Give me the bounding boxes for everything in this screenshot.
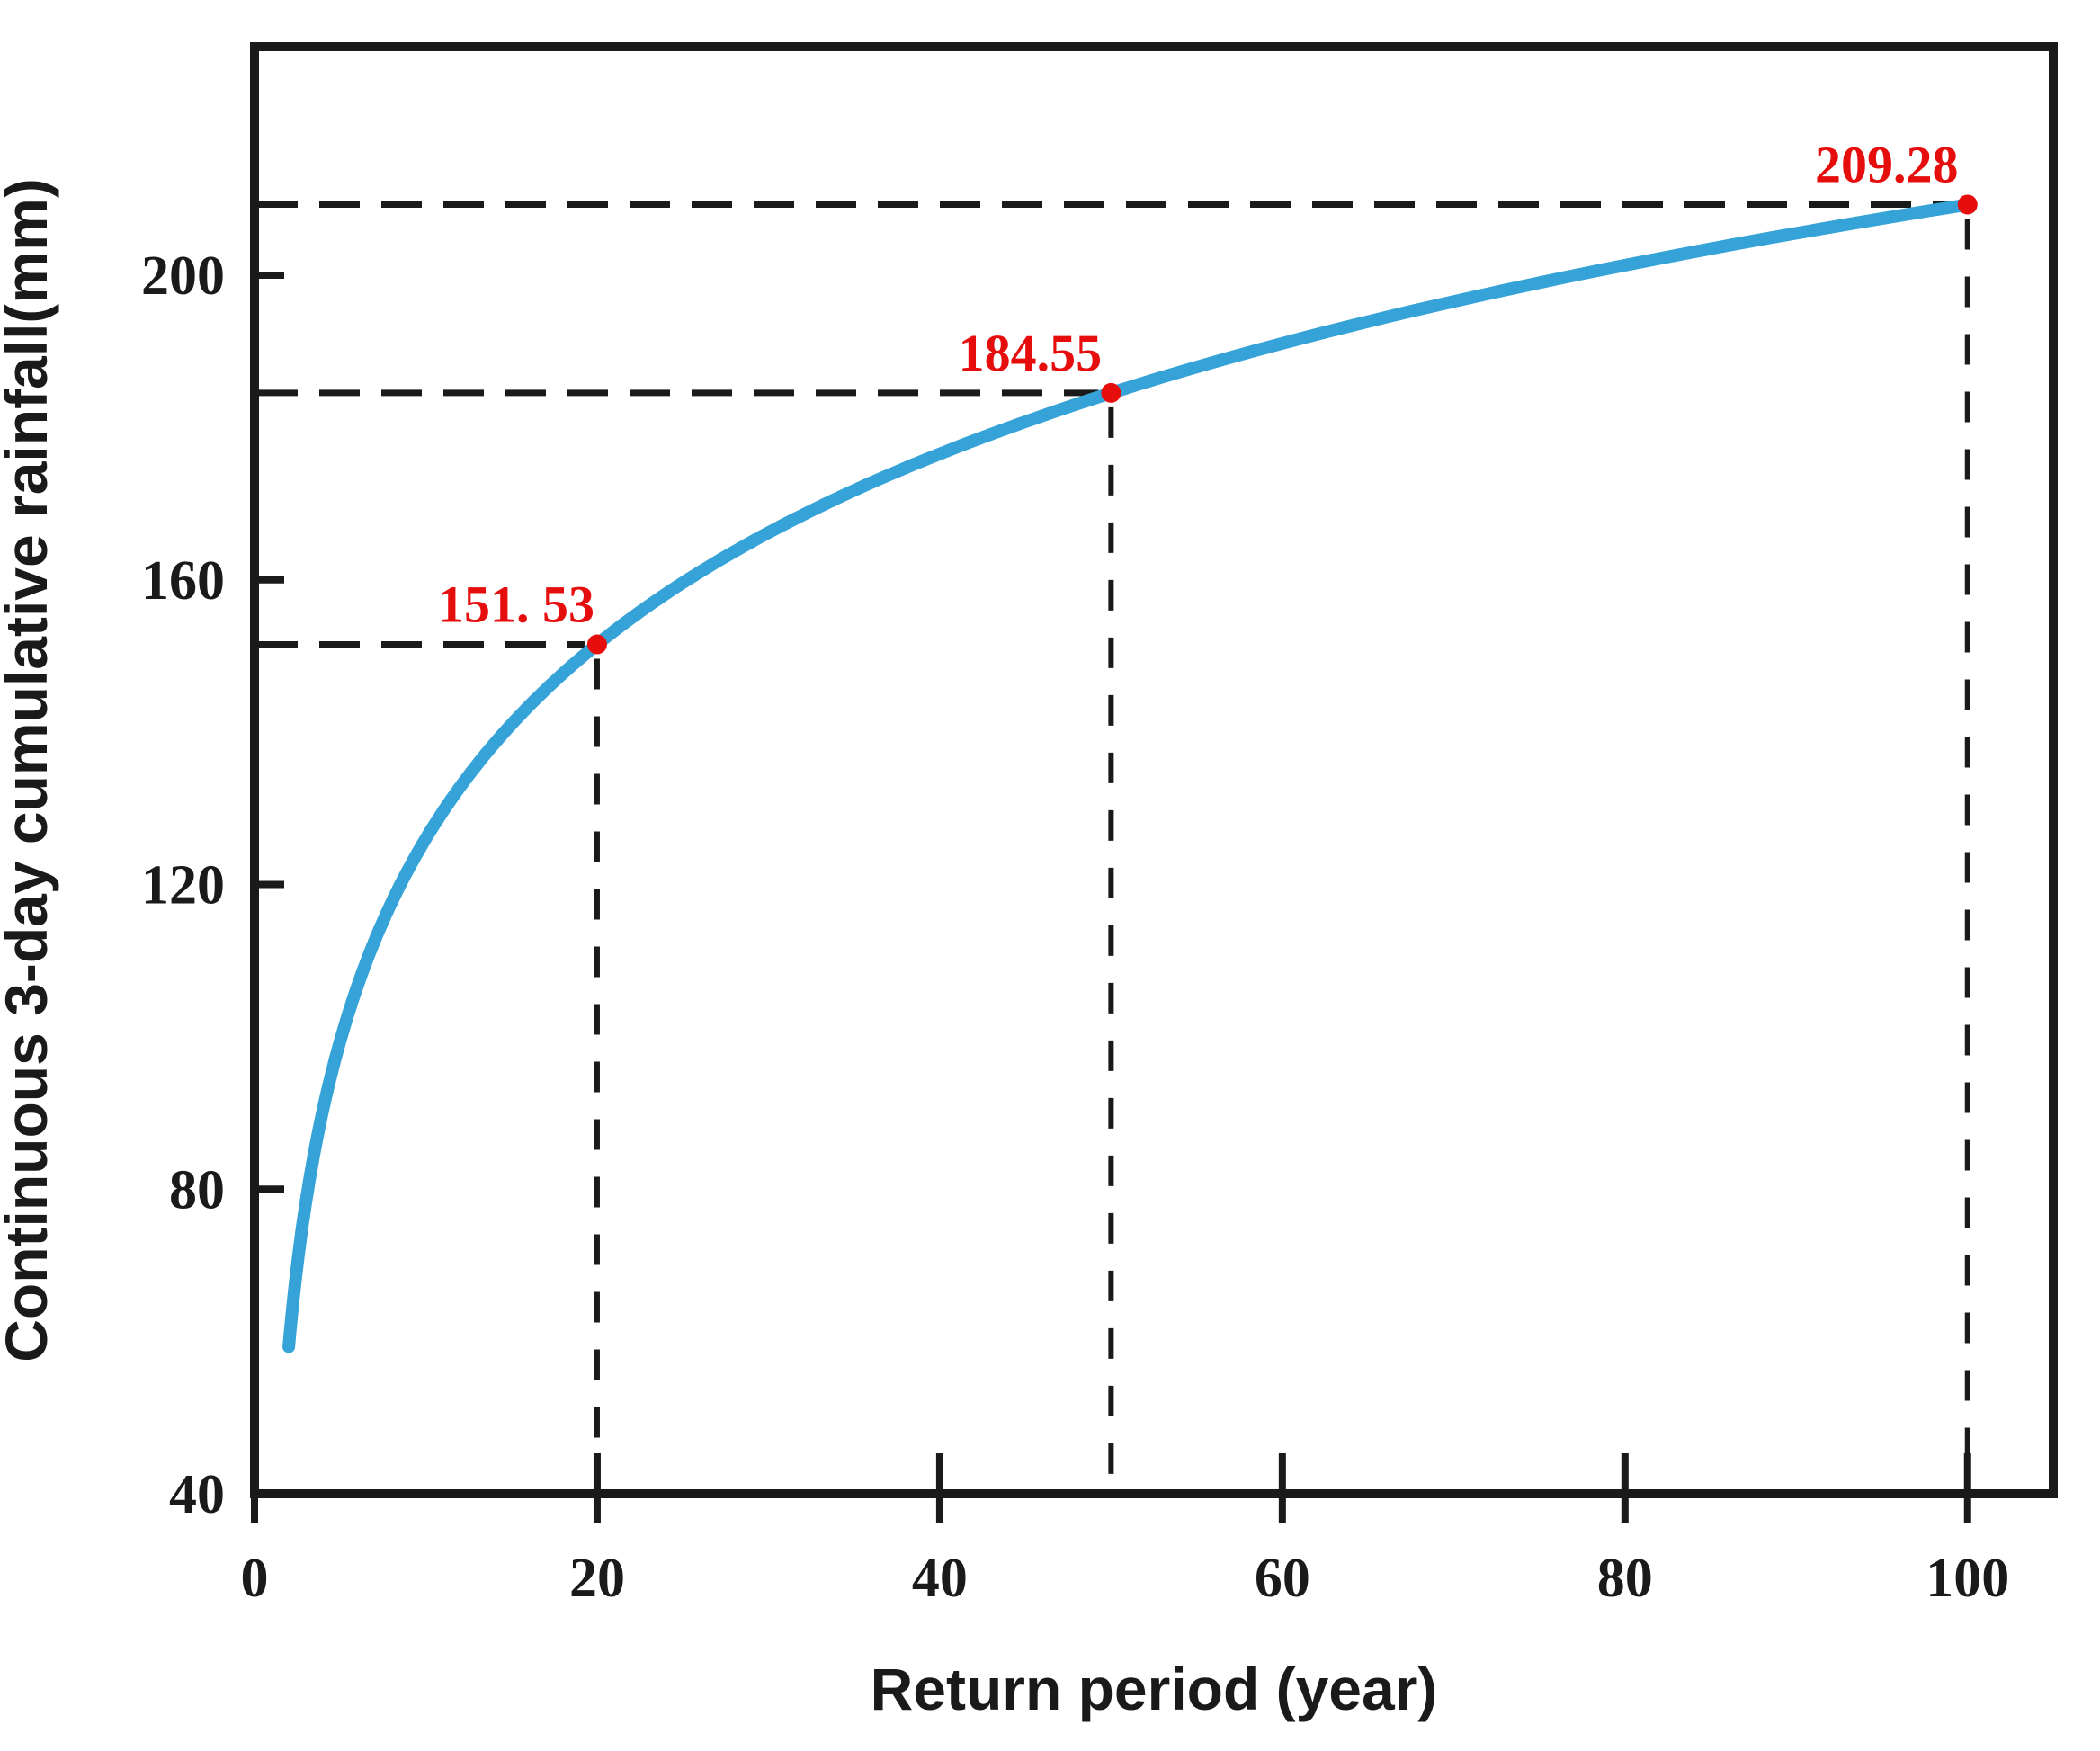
data-point — [1101, 382, 1121, 403]
x-tick-label: 0 — [241, 1548, 269, 1609]
y-tick-label: 80 — [169, 1159, 225, 1220]
x-tick-label: 100 — [1926, 1548, 2009, 1609]
y-axis-title: Continuous 3-day cumulative rainfall(mm) — [0, 178, 59, 1362]
y-tick-label: 200 — [141, 246, 225, 307]
rainfall-frequency-curve — [282, 198, 1974, 1353]
plot-border — [250, 42, 2058, 1498]
data-point — [586, 634, 607, 655]
x-tick-label: 60 — [1255, 1548, 1310, 1609]
y-tick-label: 120 — [141, 855, 225, 916]
point-value-label: 151. 53 — [438, 576, 594, 634]
data-point — [1957, 194, 1978, 215]
point-value-label: 184.55 — [959, 324, 1103, 382]
y-tick-label: 40 — [169, 1464, 225, 1525]
x-tick-label: 80 — [1597, 1548, 1653, 1609]
x-tick-label: 20 — [569, 1548, 625, 1609]
y-tick-label: 160 — [141, 550, 225, 612]
point-value-label: 209.28 — [1815, 135, 1959, 193]
x-tick-label: 40 — [912, 1548, 968, 1609]
x-axis-title: Return period (year) — [871, 1656, 1438, 1722]
